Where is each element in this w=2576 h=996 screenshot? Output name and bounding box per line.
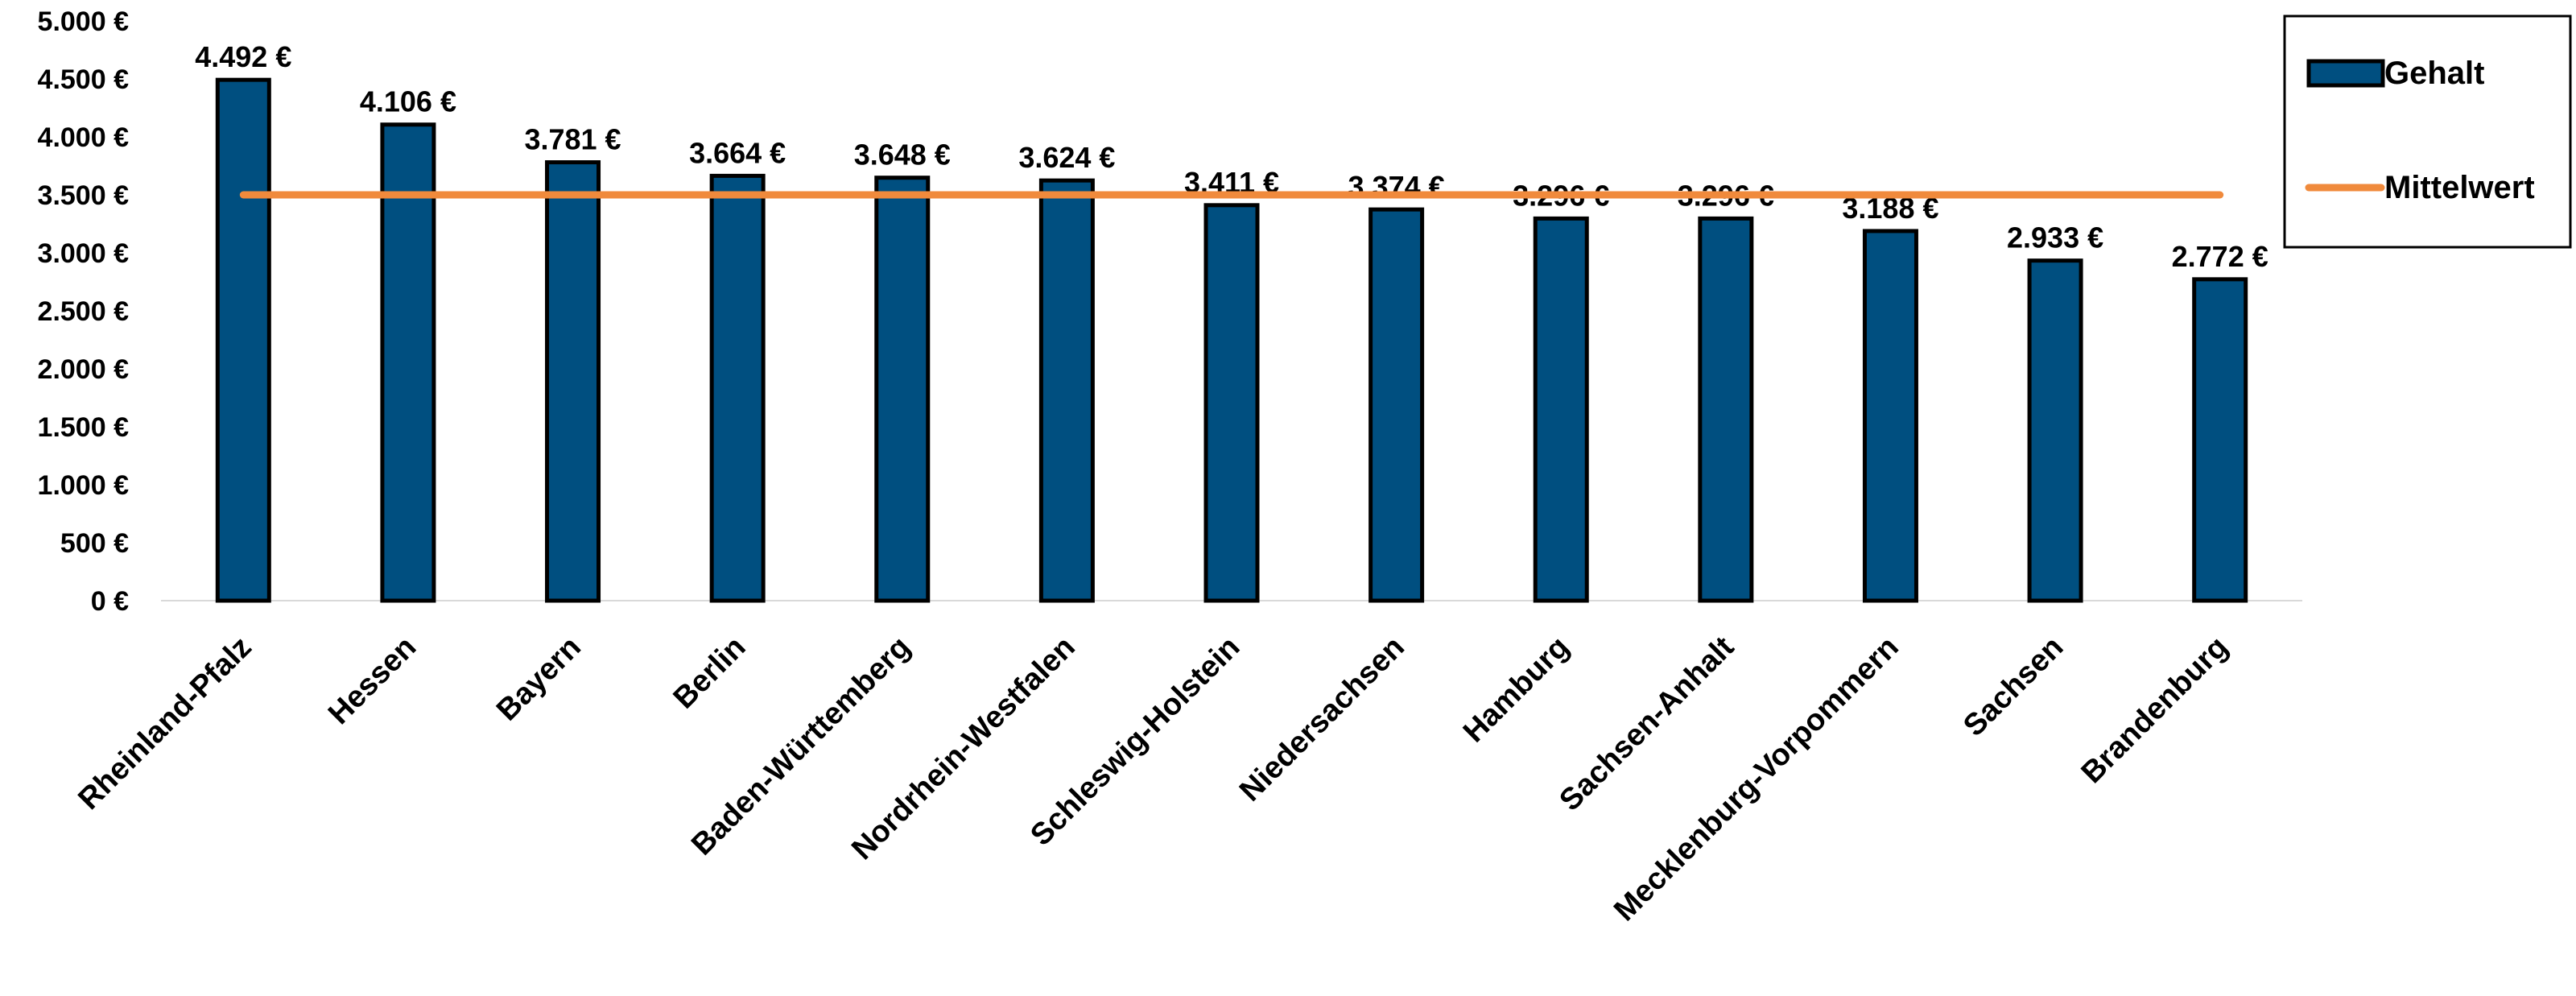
data-label: 3.648 € (854, 138, 951, 172)
y-tick-label: 2.500 € (38, 296, 130, 327)
legend-label-mittelwert: Mittelwert (2384, 170, 2535, 205)
x-tick-label: Berlin (667, 630, 753, 716)
y-tick-label: 1.500 € (38, 412, 130, 443)
x-tick-label: Hamburg (1457, 630, 1576, 750)
data-label: 2.933 € (2007, 221, 2103, 254)
data-label: 3.624 € (1018, 141, 1115, 174)
x-tick-label: Sachsen-Anhalt (1553, 630, 1740, 817)
data-label: 3.781 € (524, 123, 621, 156)
bar (2027, 258, 2083, 603)
x-tick-label: Sachsen (1957, 630, 2070, 743)
data-label: 4.492 € (195, 40, 291, 73)
legend-label-gehalt: Gehalt (2384, 56, 2484, 91)
y-tick-label: 2.000 € (38, 354, 130, 385)
bar (2192, 277, 2248, 603)
y-axis: 0 € 500 € 1.000 € 1.500 € 2.000 € 2.500 € 3.00… (38, 6, 130, 617)
x-tick-label: Niedersachsen (1233, 630, 1411, 808)
x-tick-label: Mecklenburg-Vorpommern (1608, 630, 1905, 928)
legend-swatch-gehalt (2306, 59, 2385, 88)
y-tick-label: 5.000 € (38, 6, 130, 37)
data-label: 4.106 € (360, 85, 456, 118)
x-tick-label: Brandenburg (2075, 630, 2235, 790)
data-label: 3.664 € (689, 136, 786, 169)
data-label: 2.772 € (2172, 240, 2268, 273)
bar (874, 176, 931, 603)
legend: Gehalt Mittelwert (2283, 14, 2572, 249)
bar (709, 173, 766, 603)
bar (1862, 229, 1918, 603)
bar (1368, 207, 1425, 603)
bar (1038, 178, 1095, 603)
bars (215, 77, 2248, 603)
bar (380, 122, 436, 603)
y-tick-label: 0 € (91, 586, 129, 617)
y-tick-label: 500 € (60, 528, 129, 559)
y-tick-label: 1.000 € (38, 470, 130, 501)
y-tick-label: 4.500 € (38, 64, 130, 95)
x-tick-label: Rheinland-Pfalz (72, 630, 258, 816)
y-tick-label: 4.000 € (38, 122, 130, 153)
bar (1533, 216, 1589, 603)
legend-box (2283, 14, 2572, 249)
y-tick-label: 3.500 € (38, 180, 130, 211)
bar (545, 160, 601, 603)
x-tick-label: Bayern (490, 630, 588, 728)
data-labels: 4.492 € 4.106 € 3.781 € 3.664 € 3.648 € 3.624… (195, 40, 2268, 273)
y-tick-label: 3.000 € (38, 238, 130, 269)
bar (1203, 203, 1260, 603)
x-tick-label: Hessen (322, 630, 423, 731)
bar (1698, 216, 1754, 603)
x-axis: Rheinland-Pfalz Hessen Bayern BerlinBaden-W… (72, 630, 2235, 928)
bar (215, 77, 271, 603)
